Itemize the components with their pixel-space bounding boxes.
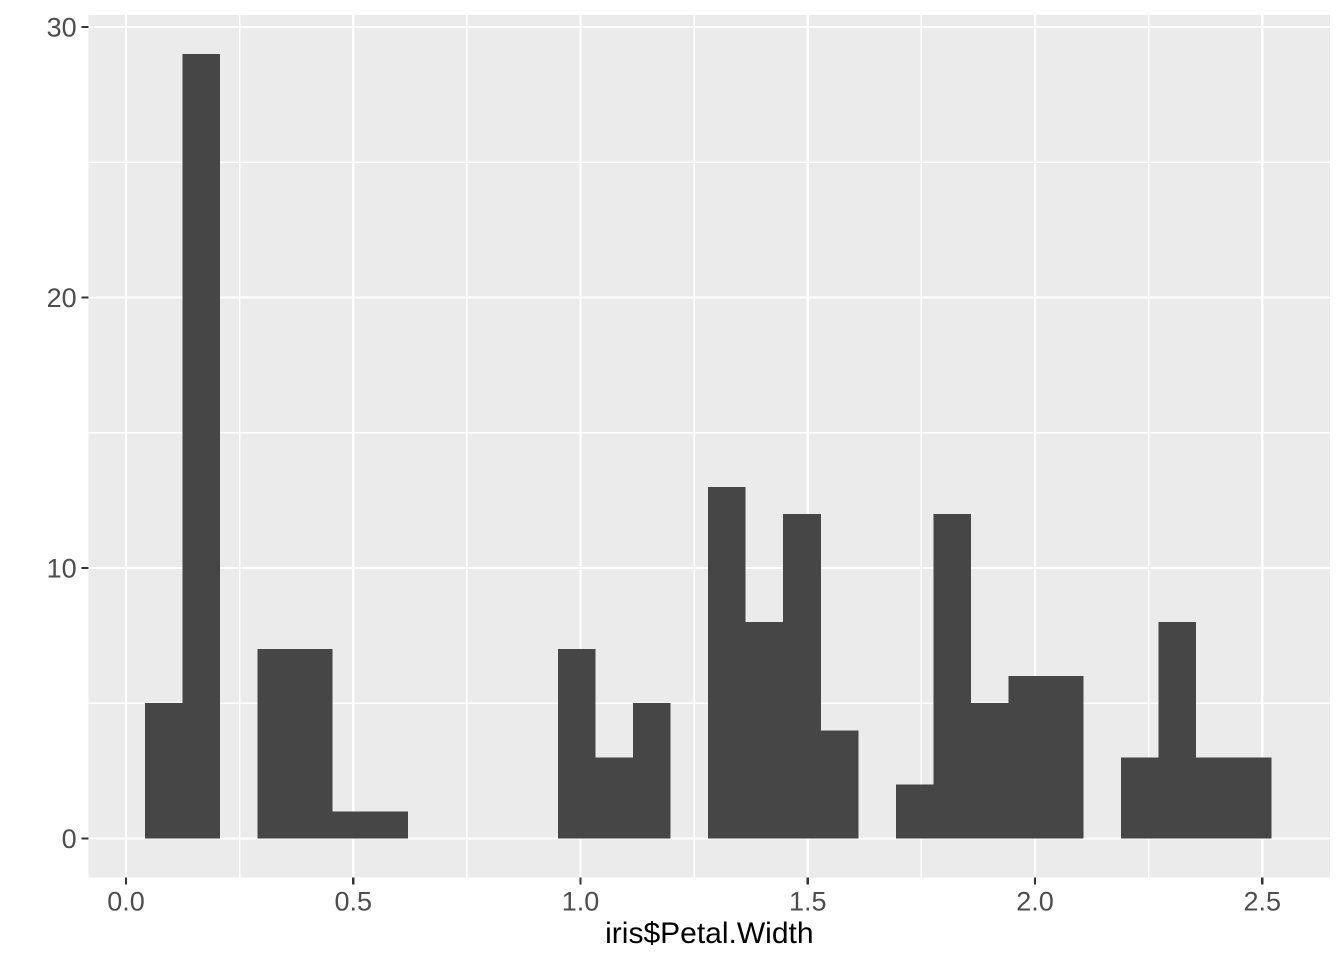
histogram-bar [783,513,821,839]
y-tick-label: 0 [62,824,77,854]
x-tick-label: 1.0 [562,887,600,917]
histogram-bar [1046,676,1084,839]
x-tick-label: 1.5 [789,887,827,917]
histogram-bar [144,703,183,839]
x-tick-label: 0.0 [107,887,145,917]
histogram-bar [370,811,408,839]
histogram-bar [1121,757,1159,839]
histogram-bar [1196,757,1234,839]
y-tick-label: 30 [47,12,77,42]
histogram-bar [708,486,746,839]
histogram-bar [633,703,671,839]
histogram-bar [970,703,1009,839]
histogram-bar [182,54,221,839]
x-tick-label: 2.0 [1016,887,1054,917]
y-tick-label: 20 [47,283,77,313]
histogram-bar [257,649,296,839]
histogram-bar [745,622,784,839]
histogram-bar [820,730,859,839]
histogram-bar [1008,676,1047,839]
histogram-bar [332,811,371,839]
x-tick-label: 2.5 [1244,887,1282,917]
histogram-bar [557,649,596,839]
histogram-bar [1233,757,1272,839]
x-axis-title: iris$Petal.Width [605,917,813,950]
x-tick-label: 0.5 [334,887,372,917]
histogram-bar [595,757,634,839]
histogram-bar [1158,622,1197,839]
histogram-bar [295,649,333,839]
y-tick-label: 10 [47,553,77,583]
histogram-bar [895,784,934,839]
histogram-bar [933,513,971,839]
